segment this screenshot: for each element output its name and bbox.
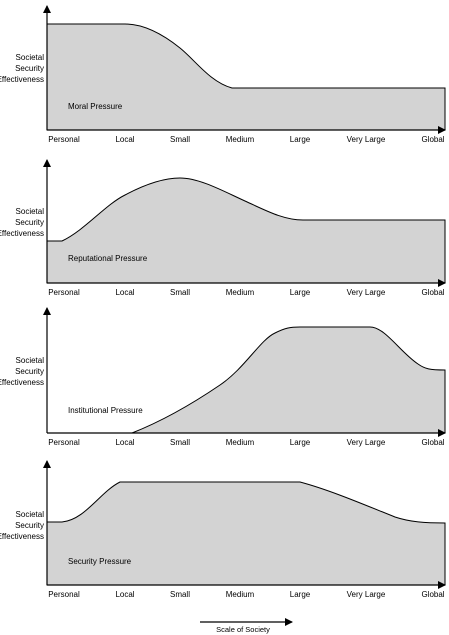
x-tick-labels: Personal Local Small Medium Large Very L… [48,288,445,297]
x-tick-label: Global [421,288,444,297]
reputational-curve-area [46,177,446,284]
y-axis-label-line-1: Societal [16,207,45,216]
x-tick-label: Very Large [347,590,386,599]
x-tick-label: Local [115,288,134,297]
y-axis-label-line-3: Effectiveness [0,229,44,238]
x-tick-label: Small [170,438,190,447]
x-tick-label: Medium [226,135,255,144]
x-tick-labels: Personal Local Small Medium Large Very L… [48,135,445,144]
x-tick-label: Global [421,590,444,599]
x-tick-label: Large [290,135,311,144]
institutional-curve-area [47,326,446,434]
x-tick-label: Very Large [347,438,386,447]
x-tick-labels: Personal Local Small Medium Large Very L… [48,438,445,447]
y-axis-label-line-1: Societal [16,53,45,62]
y-axis-label-line-2: Security [15,64,44,73]
panel-moral: Societal Security Effectiveness Moral Pr… [0,5,446,144]
moral-curve-area [46,23,446,131]
pressure-label: Moral Pressure [68,102,123,111]
security-curve-area [46,481,446,586]
pressure-label: Institutional Pressure [68,406,143,415]
x-tick-label: Personal [48,288,80,297]
x-tick-label: Medium [226,288,255,297]
x-tick-label: Small [170,590,190,599]
y-axis-label-line-3: Effectiveness [0,75,44,84]
x-tick-label: Local [115,135,134,144]
panel-reputational: Societal Security Effectiveness Reputati… [0,159,446,297]
y-axis-label-line-1: Societal [16,510,45,519]
x-tick-label: Very Large [347,135,386,144]
x-tick-label: Large [290,438,311,447]
x-tick-label: Local [115,590,134,599]
x-tick-label: Personal [48,135,80,144]
panel-security: Societal Security Effectiveness Security… [0,460,446,599]
x-tick-label: Personal [48,590,80,599]
x-tick-label: Local [115,438,134,447]
panel-institutional: Societal Security Effectiveness Institut… [0,307,446,447]
y-axis-label-line-2: Security [15,218,44,227]
y-axis-label-line-2: Security [15,521,44,530]
pressure-label: Reputational Pressure [68,254,148,263]
x-tick-label: Global [421,135,444,144]
x-tick-label: Medium [226,438,255,447]
y-axis-label-line-2: Security [15,367,44,376]
x-tick-label: Global [421,438,444,447]
x-tick-label: Medium [226,590,255,599]
x-tick-label: Small [170,288,190,297]
x-tick-labels: Personal Local Small Medium Large Very L… [48,590,445,599]
scale-of-society: Scale of Society [200,618,293,634]
pressure-label: Security Pressure [68,557,132,566]
x-tick-label: Personal [48,438,80,447]
scale-label: Scale of Society [216,625,270,634]
y-axis-label-line-1: Societal [16,356,45,365]
x-tick-label: Very Large [347,288,386,297]
x-tick-label: Large [290,590,311,599]
y-axis-label-line-3: Effectiveness [0,532,44,541]
y-axis-label-line-3: Effectiveness [0,378,44,387]
x-tick-label: Small [170,135,190,144]
x-tick-label: Large [290,288,311,297]
